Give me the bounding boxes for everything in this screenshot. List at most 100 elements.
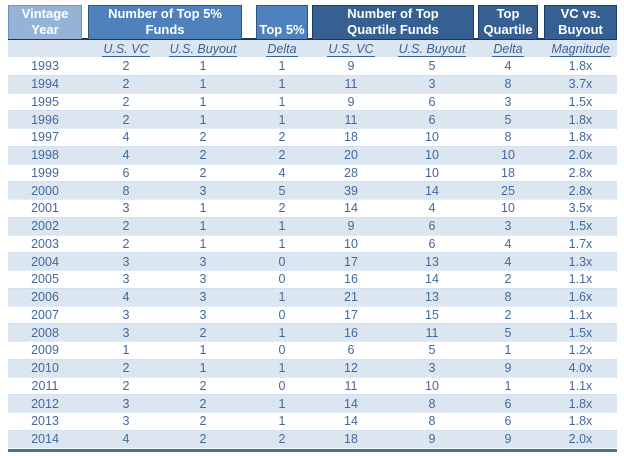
cell-top5-delta: 2 <box>278 201 286 216</box>
cell-tq-us-buyout: 13 <box>425 254 439 269</box>
cell-tq-us-vc: 18 <box>344 130 358 145</box>
header-underline-rule <box>8 38 617 40</box>
cell-top5-us-vc: 4 <box>122 432 130 447</box>
cell-tq-us-buyout: 3 <box>428 77 436 92</box>
subheader-top5-us-vc: U.S. VC <box>102 41 150 57</box>
cell-top5-us-vc: 4 <box>122 290 130 305</box>
cell-tq-delta: 10 <box>501 201 515 216</box>
cell-tq-us-buyout: 9 <box>428 432 436 447</box>
cell-magnitude: 1.1x <box>568 272 593 287</box>
table-row: 1995 2 1 1 9 6 3 1.5x <box>8 92 617 111</box>
cell-magnitude: 1.6x <box>568 290 593 305</box>
cell-top5-delta: 1 <box>278 361 286 376</box>
cell-magnitude: 1.1x <box>568 307 593 322</box>
header-line: Number of Top 5% <box>108 6 222 21</box>
cell-tq-us-vc: 20 <box>344 148 358 163</box>
cell-tq-us-buyout: 8 <box>428 414 436 429</box>
cell-magnitude: 3.5x <box>568 201 593 216</box>
cell-year: 2004 <box>31 254 59 269</box>
cell-year: 1998 <box>31 148 59 163</box>
cell-top5-us-buyout: 1 <box>199 201 207 216</box>
cell-year: 2013 <box>31 414 59 429</box>
cell-year: 2005 <box>31 272 59 287</box>
table-row: 2006 4 3 1 21 13 8 1.6x <box>8 287 617 306</box>
cell-tq-delta: 2 <box>504 272 512 287</box>
cell-top5-us-vc: 3 <box>122 272 130 287</box>
subheader-magnitude: Magnitude <box>550 41 611 57</box>
cell-top5-us-buyout: 1 <box>199 343 207 358</box>
cell-tq-us-buyout: 5 <box>428 58 436 73</box>
cell-top5-us-vc: 3 <box>122 254 130 269</box>
table-row: 2005 3 3 0 16 14 2 1.1x <box>8 270 617 288</box>
cell-top5-delta: 1 <box>278 219 286 234</box>
cell-tq-us-vc: 21 <box>344 290 358 305</box>
cell-top5-delta: 1 <box>278 94 286 109</box>
cell-tq-delta: 8 <box>504 130 512 145</box>
cell-tq-us-buyout: 4 <box>428 201 436 216</box>
header-line: Number of Top <box>347 6 439 21</box>
table-row: 2009 1 1 0 6 5 1 1.2x <box>8 341 617 359</box>
cell-year: 1996 <box>31 112 59 127</box>
cell-magnitude: 1.5x <box>568 325 593 340</box>
header-line: Quartile Funds <box>347 21 439 37</box>
cell-tq-delta: 3 <box>504 94 512 109</box>
cell-tq-delta: 4 <box>504 58 512 73</box>
subheader-tq-delta: Delta <box>492 41 524 57</box>
cell-year: 1994 <box>31 77 59 92</box>
cell-magnitude: 4.0x <box>568 361 593 376</box>
cell-top5-us-vc: 2 <box>122 378 130 393</box>
cell-year: 2012 <box>31 396 59 411</box>
cell-year: 2002 <box>31 219 59 234</box>
cell-tq-us-buyout: 10 <box>425 165 439 180</box>
table-row: 2012 3 2 1 14 8 6 1.8x <box>8 394 617 412</box>
table-row: 2001 3 1 2 14 4 10 3.5x <box>8 199 617 217</box>
cell-top5-delta: 1 <box>278 396 286 411</box>
cell-top5-us-vc: 3 <box>122 201 130 216</box>
cell-tq-delta: 6 <box>504 414 512 429</box>
cell-tq-us-vc: 16 <box>344 272 358 287</box>
cell-tq-us-vc: 11 <box>344 378 358 393</box>
cell-tq-us-buyout: 8 <box>428 396 436 411</box>
cell-top5-us-buyout: 2 <box>199 325 207 340</box>
cell-year: 2009 <box>31 343 59 358</box>
cell-tq-us-buyout: 13 <box>425 290 439 305</box>
table-row: 2002 2 1 1 9 6 3 1.5x <box>8 216 617 235</box>
cell-tq-us-vc: 9 <box>347 219 355 234</box>
cell-top5-us-vc: 2 <box>122 94 130 109</box>
cell-tq-us-buyout: 14 <box>425 272 439 287</box>
cell-year: 1999 <box>31 165 59 180</box>
cell-tq-delta: 5 <box>504 112 512 127</box>
cell-tq-us-buyout: 5 <box>428 343 436 358</box>
cell-tq-delta: 8 <box>504 77 512 92</box>
cell-top5-delta: 0 <box>278 254 286 269</box>
cell-magnitude: 1.8x <box>568 130 593 145</box>
cell-top5-delta: 1 <box>278 77 286 92</box>
cell-top5-us-buyout: 2 <box>199 148 207 163</box>
cell-top5-us-buyout: 2 <box>199 414 207 429</box>
cell-year: 2010 <box>31 361 59 376</box>
cell-magnitude: 1.1x <box>568 378 593 393</box>
cell-top5-us-vc: 2 <box>122 58 130 73</box>
cell-tq-delta: 1 <box>504 343 512 358</box>
cell-top5-us-buyout: 1 <box>199 94 207 109</box>
cell-top5-delta: 1 <box>278 325 286 340</box>
cell-tq-delta: 4 <box>504 236 512 251</box>
cell-tq-us-vc: 10 <box>344 236 358 251</box>
cell-top5-us-vc: 4 <box>122 148 130 163</box>
cell-top5-delta: 0 <box>278 272 286 287</box>
header-number-top-quartile-funds: Number of Top Quartile Funds <box>312 5 474 39</box>
table-bottom-rule <box>8 448 617 452</box>
cell-magnitude: 1.8x <box>568 112 593 127</box>
cell-tq-us-buyout: 11 <box>425 325 439 340</box>
cell-top5-us-vc: 1 <box>122 343 130 358</box>
table-row: 1998 4 2 2 20 10 10 2.0x <box>8 145 617 164</box>
cell-year: 2000 <box>31 183 59 198</box>
table-row: 1996 2 1 1 11 6 5 1.8x <box>8 110 617 128</box>
cell-top5-us-vc: 2 <box>122 236 130 251</box>
cell-tq-us-vc: 9 <box>347 58 355 73</box>
cell-tq-delta: 10 <box>501 148 515 163</box>
cell-top5-us-vc: 3 <box>122 414 130 429</box>
cell-tq-us-vc: 39 <box>344 183 358 198</box>
cell-year: 1997 <box>31 130 59 145</box>
cell-tq-us-vc: 11 <box>344 77 358 92</box>
